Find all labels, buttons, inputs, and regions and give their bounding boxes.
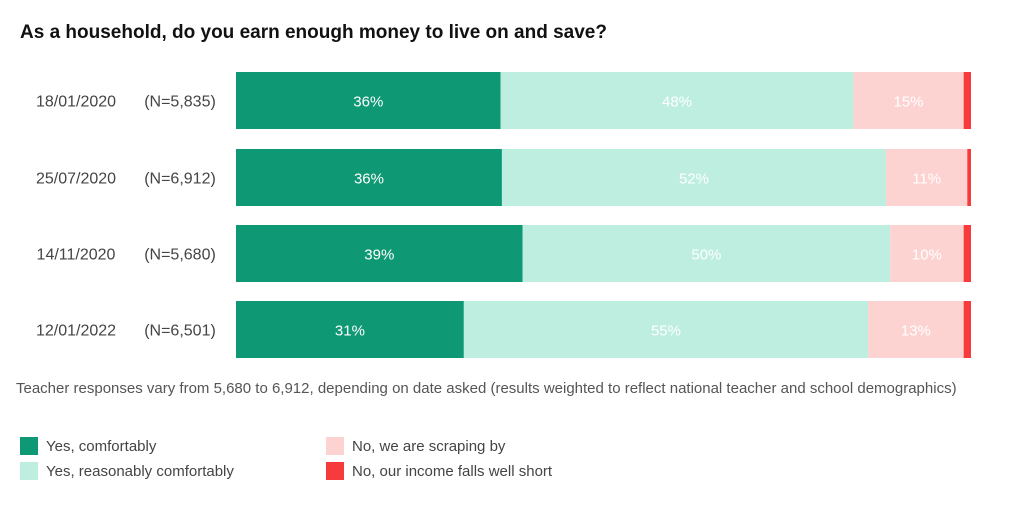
bar-segment [522, 225, 891, 282]
category-label: 25/07/2020 [36, 171, 116, 188]
bar-value-label: 36% [354, 171, 384, 188]
chart-title: As a household, do you earn enough money… [20, 22, 607, 43]
category-label: 14/11/2020 [37, 247, 116, 264]
category-label: 12/01/2022 [36, 323, 116, 340]
legend-label: No, we are scraping by [352, 437, 506, 455]
sample-size-label: (N=5,835) [144, 94, 216, 111]
bar-segment [868, 301, 964, 358]
bar-value-label: 10% [912, 247, 942, 264]
bar-segment [236, 72, 501, 129]
bar-value-label: 55% [651, 323, 681, 340]
sample-size-label: (N=5,680) [144, 247, 216, 264]
bar-segment [500, 72, 854, 129]
bar-segment [236, 301, 464, 358]
bar-value-label: 52% [679, 171, 709, 188]
bar-value-label: 11% [912, 171, 941, 188]
legend-item-no-scraping-by: No, we are scraping by [326, 437, 505, 455]
bar-segment [501, 149, 887, 206]
legend-item-no-income-falls-short: No, our income falls well short [326, 462, 552, 480]
bar-value-label: 13% [901, 323, 931, 340]
legend-swatch [326, 462, 344, 480]
stacked-bar-chart: 18/01/2020 (N=5,835) 25/07/2020 (N=6,912) 14… [36, 72, 971, 358]
bar-segment [967, 149, 971, 206]
bar-segment [463, 301, 869, 358]
bar-value-label: 36% [353, 94, 383, 111]
sample-size-label: (N=6,912) [144, 171, 216, 188]
bar-segment [236, 149, 502, 206]
bar-segment [886, 149, 968, 206]
legend-label: No, our income falls well short [352, 462, 553, 480]
bar-value-label: 31% [335, 323, 365, 340]
bar-value-label: 15% [894, 94, 924, 111]
legend-item-yes-reasonably-comfortably: Yes, reasonably comfortably [20, 462, 234, 480]
bar-value-label: 50% [691, 247, 721, 264]
bar-segment [853, 72, 964, 129]
bar-segment [963, 72, 971, 129]
bar-segment [963, 225, 971, 282]
sample-size-label: (N=6,501) [144, 323, 216, 340]
legend-label: Yes, reasonably comfortably [46, 462, 234, 480]
bar-segment [890, 225, 964, 282]
legend-swatch [20, 437, 38, 455]
bar-value-label: 39% [364, 247, 394, 264]
legend-swatch [20, 462, 38, 480]
bar-segment [963, 301, 971, 358]
chart-footnote: Teacher responses vary from 5,680 to 6,9… [16, 380, 957, 397]
category-label: 18/01/2020 [36, 94, 116, 111]
bar-value-label: 48% [662, 94, 692, 111]
legend-item-yes-comfortably: Yes, comfortably [20, 437, 156, 455]
bar-segment [236, 225, 523, 282]
legend-swatch [326, 437, 344, 455]
legend-label: Yes, comfortably [46, 437, 157, 455]
